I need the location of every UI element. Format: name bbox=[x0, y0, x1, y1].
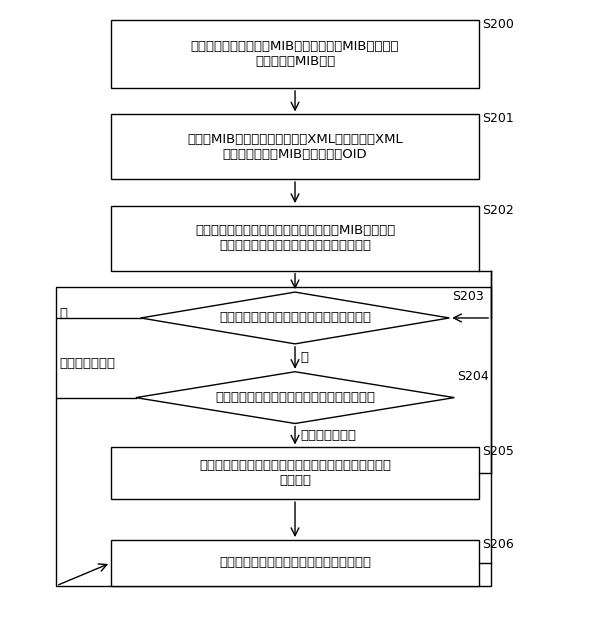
Text: S203: S203 bbox=[452, 290, 484, 303]
Text: S206: S206 bbox=[482, 538, 514, 551]
Text: S200: S200 bbox=[482, 18, 514, 31]
Text: S205: S205 bbox=[482, 446, 514, 458]
Text: 确定是有新的网元增加还是有旧的网元删除？: 确定是有新的网元增加还是有旧的网元删除？ bbox=[215, 391, 375, 404]
Polygon shape bbox=[141, 292, 449, 344]
Text: 将所述MIB树目录转换为对应的XML文件，所述XML
文件中包含每个MIB节点的定义OID: 将所述MIB树目录转换为对应的XML文件，所述XML 文件中包含每个MIB节点的… bbox=[187, 133, 403, 161]
Text: 有新的网元增加: 有新的网元增加 bbox=[300, 429, 356, 442]
FancyBboxPatch shape bbox=[111, 540, 479, 586]
Text: S202: S202 bbox=[482, 204, 514, 217]
FancyBboxPatch shape bbox=[111, 20, 479, 88]
Text: 将数据库中缓存的旧的网元的网元数据删除: 将数据库中缓存的旧的网元的网元数据删除 bbox=[219, 557, 371, 570]
FancyBboxPatch shape bbox=[111, 206, 479, 270]
Text: 监听网元更新事件，判断是否有网元变化？: 监听网元更新事件，判断是否有网元变化？ bbox=[219, 312, 371, 324]
Text: 有旧的网元删除: 有旧的网元删除 bbox=[59, 357, 115, 370]
Text: S201: S201 bbox=[482, 113, 514, 125]
FancyBboxPatch shape bbox=[111, 448, 479, 499]
Text: 预先根据管理需求创建MIB树目录，所述MIB树目录包
含至少一个MIB节点: 预先根据管理需求创建MIB树目录，所述MIB树目录包 含至少一个MIB节点 bbox=[191, 40, 399, 68]
Text: 分别从管理范围内的网元获取对应于每个MIB节点的网
元数据，并将所述网元数据缓存到数据库中: 分别从管理范围内的网元获取对应于每个MIB节点的网 元数据，并将所述网元数据缓存… bbox=[195, 224, 395, 252]
Text: 否: 否 bbox=[59, 307, 67, 321]
Text: S204: S204 bbox=[457, 370, 489, 382]
Text: 是: 是 bbox=[300, 351, 308, 364]
FancyBboxPatch shape bbox=[111, 115, 479, 179]
Polygon shape bbox=[136, 372, 454, 424]
Text: 从新的网元获取网元数据，并将获取的网元数据缓存到
数据库中: 从新的网元获取网元数据，并将获取的网元数据缓存到 数据库中 bbox=[199, 459, 391, 487]
